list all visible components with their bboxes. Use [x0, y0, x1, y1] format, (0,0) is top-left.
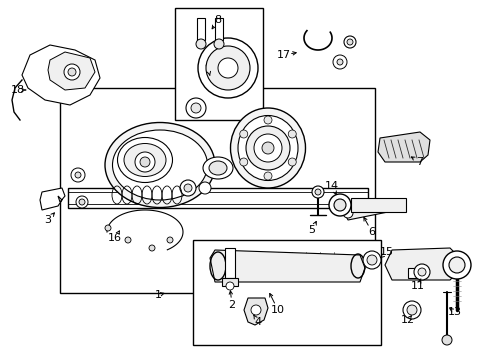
- Bar: [222, 278, 238, 286]
- Circle shape: [377, 201, 387, 211]
- Circle shape: [367, 255, 377, 265]
- Circle shape: [344, 36, 356, 48]
- Bar: [197, 18, 205, 40]
- Circle shape: [135, 152, 155, 172]
- Text: 11: 11: [411, 281, 425, 291]
- Circle shape: [186, 98, 206, 118]
- Circle shape: [75, 172, 81, 178]
- Circle shape: [334, 199, 346, 211]
- Bar: [351, 198, 406, 212]
- Circle shape: [251, 305, 261, 315]
- Circle shape: [414, 264, 430, 280]
- Text: 18: 18: [11, 85, 25, 95]
- Circle shape: [206, 46, 250, 90]
- Circle shape: [403, 301, 421, 319]
- Circle shape: [312, 186, 324, 198]
- Polygon shape: [342, 200, 388, 220]
- Bar: [175, 8, 263, 120]
- Polygon shape: [385, 248, 460, 280]
- Text: 7: 7: [416, 157, 423, 167]
- Circle shape: [288, 130, 296, 138]
- Circle shape: [214, 39, 224, 49]
- Polygon shape: [378, 132, 430, 162]
- Polygon shape: [244, 298, 268, 325]
- Circle shape: [196, 39, 206, 49]
- Circle shape: [105, 225, 111, 231]
- Circle shape: [418, 268, 426, 276]
- Circle shape: [254, 134, 282, 162]
- Circle shape: [79, 199, 85, 205]
- Text: 1: 1: [154, 290, 162, 300]
- Polygon shape: [40, 188, 65, 210]
- Polygon shape: [48, 52, 95, 90]
- Text: 5: 5: [309, 225, 316, 235]
- Circle shape: [443, 251, 471, 279]
- Circle shape: [240, 130, 248, 138]
- Circle shape: [449, 257, 465, 273]
- Circle shape: [191, 103, 201, 113]
- Bar: [225, 248, 235, 278]
- Ellipse shape: [209, 161, 227, 175]
- Circle shape: [288, 158, 296, 166]
- Bar: [60, 88, 375, 293]
- Circle shape: [264, 116, 272, 124]
- Circle shape: [71, 168, 85, 182]
- Circle shape: [180, 180, 196, 196]
- Circle shape: [218, 58, 238, 78]
- Circle shape: [184, 184, 192, 192]
- Circle shape: [240, 158, 248, 166]
- Text: 17: 17: [277, 50, 291, 60]
- Ellipse shape: [230, 108, 305, 188]
- Text: 4: 4: [254, 317, 262, 327]
- Polygon shape: [22, 45, 100, 105]
- Bar: [68, 188, 368, 208]
- Text: 9: 9: [204, 63, 212, 73]
- Text: 8: 8: [215, 15, 221, 25]
- Ellipse shape: [203, 157, 233, 179]
- Circle shape: [199, 182, 211, 194]
- Circle shape: [76, 196, 88, 208]
- Circle shape: [149, 245, 155, 251]
- Text: 14: 14: [325, 181, 339, 191]
- Circle shape: [315, 189, 321, 195]
- Circle shape: [333, 55, 347, 69]
- Text: 10: 10: [271, 305, 285, 315]
- Ellipse shape: [124, 144, 166, 176]
- Circle shape: [407, 305, 417, 315]
- Circle shape: [125, 237, 131, 243]
- Circle shape: [246, 126, 290, 170]
- Ellipse shape: [105, 122, 215, 207]
- Circle shape: [442, 335, 452, 345]
- Text: 2: 2: [228, 300, 236, 310]
- Bar: [215, 18, 223, 40]
- Circle shape: [264, 172, 272, 180]
- Text: 12: 12: [401, 315, 415, 325]
- Text: 16: 16: [108, 233, 122, 243]
- Ellipse shape: [118, 138, 172, 183]
- Ellipse shape: [238, 116, 298, 180]
- Circle shape: [329, 194, 351, 216]
- Circle shape: [262, 142, 274, 154]
- Text: 13: 13: [448, 307, 462, 317]
- Circle shape: [68, 68, 76, 76]
- Circle shape: [343, 208, 353, 218]
- Ellipse shape: [113, 130, 207, 200]
- Circle shape: [198, 38, 258, 98]
- Circle shape: [363, 251, 381, 269]
- Circle shape: [347, 39, 353, 45]
- Circle shape: [226, 282, 234, 290]
- Circle shape: [64, 64, 80, 80]
- Bar: [408, 268, 422, 278]
- Circle shape: [167, 237, 173, 243]
- Circle shape: [140, 157, 150, 167]
- Bar: [193, 240, 381, 345]
- Polygon shape: [210, 250, 365, 282]
- Circle shape: [337, 59, 343, 65]
- Text: 6: 6: [368, 227, 375, 237]
- Text: 3: 3: [45, 215, 51, 225]
- Text: 15: 15: [380, 247, 394, 257]
